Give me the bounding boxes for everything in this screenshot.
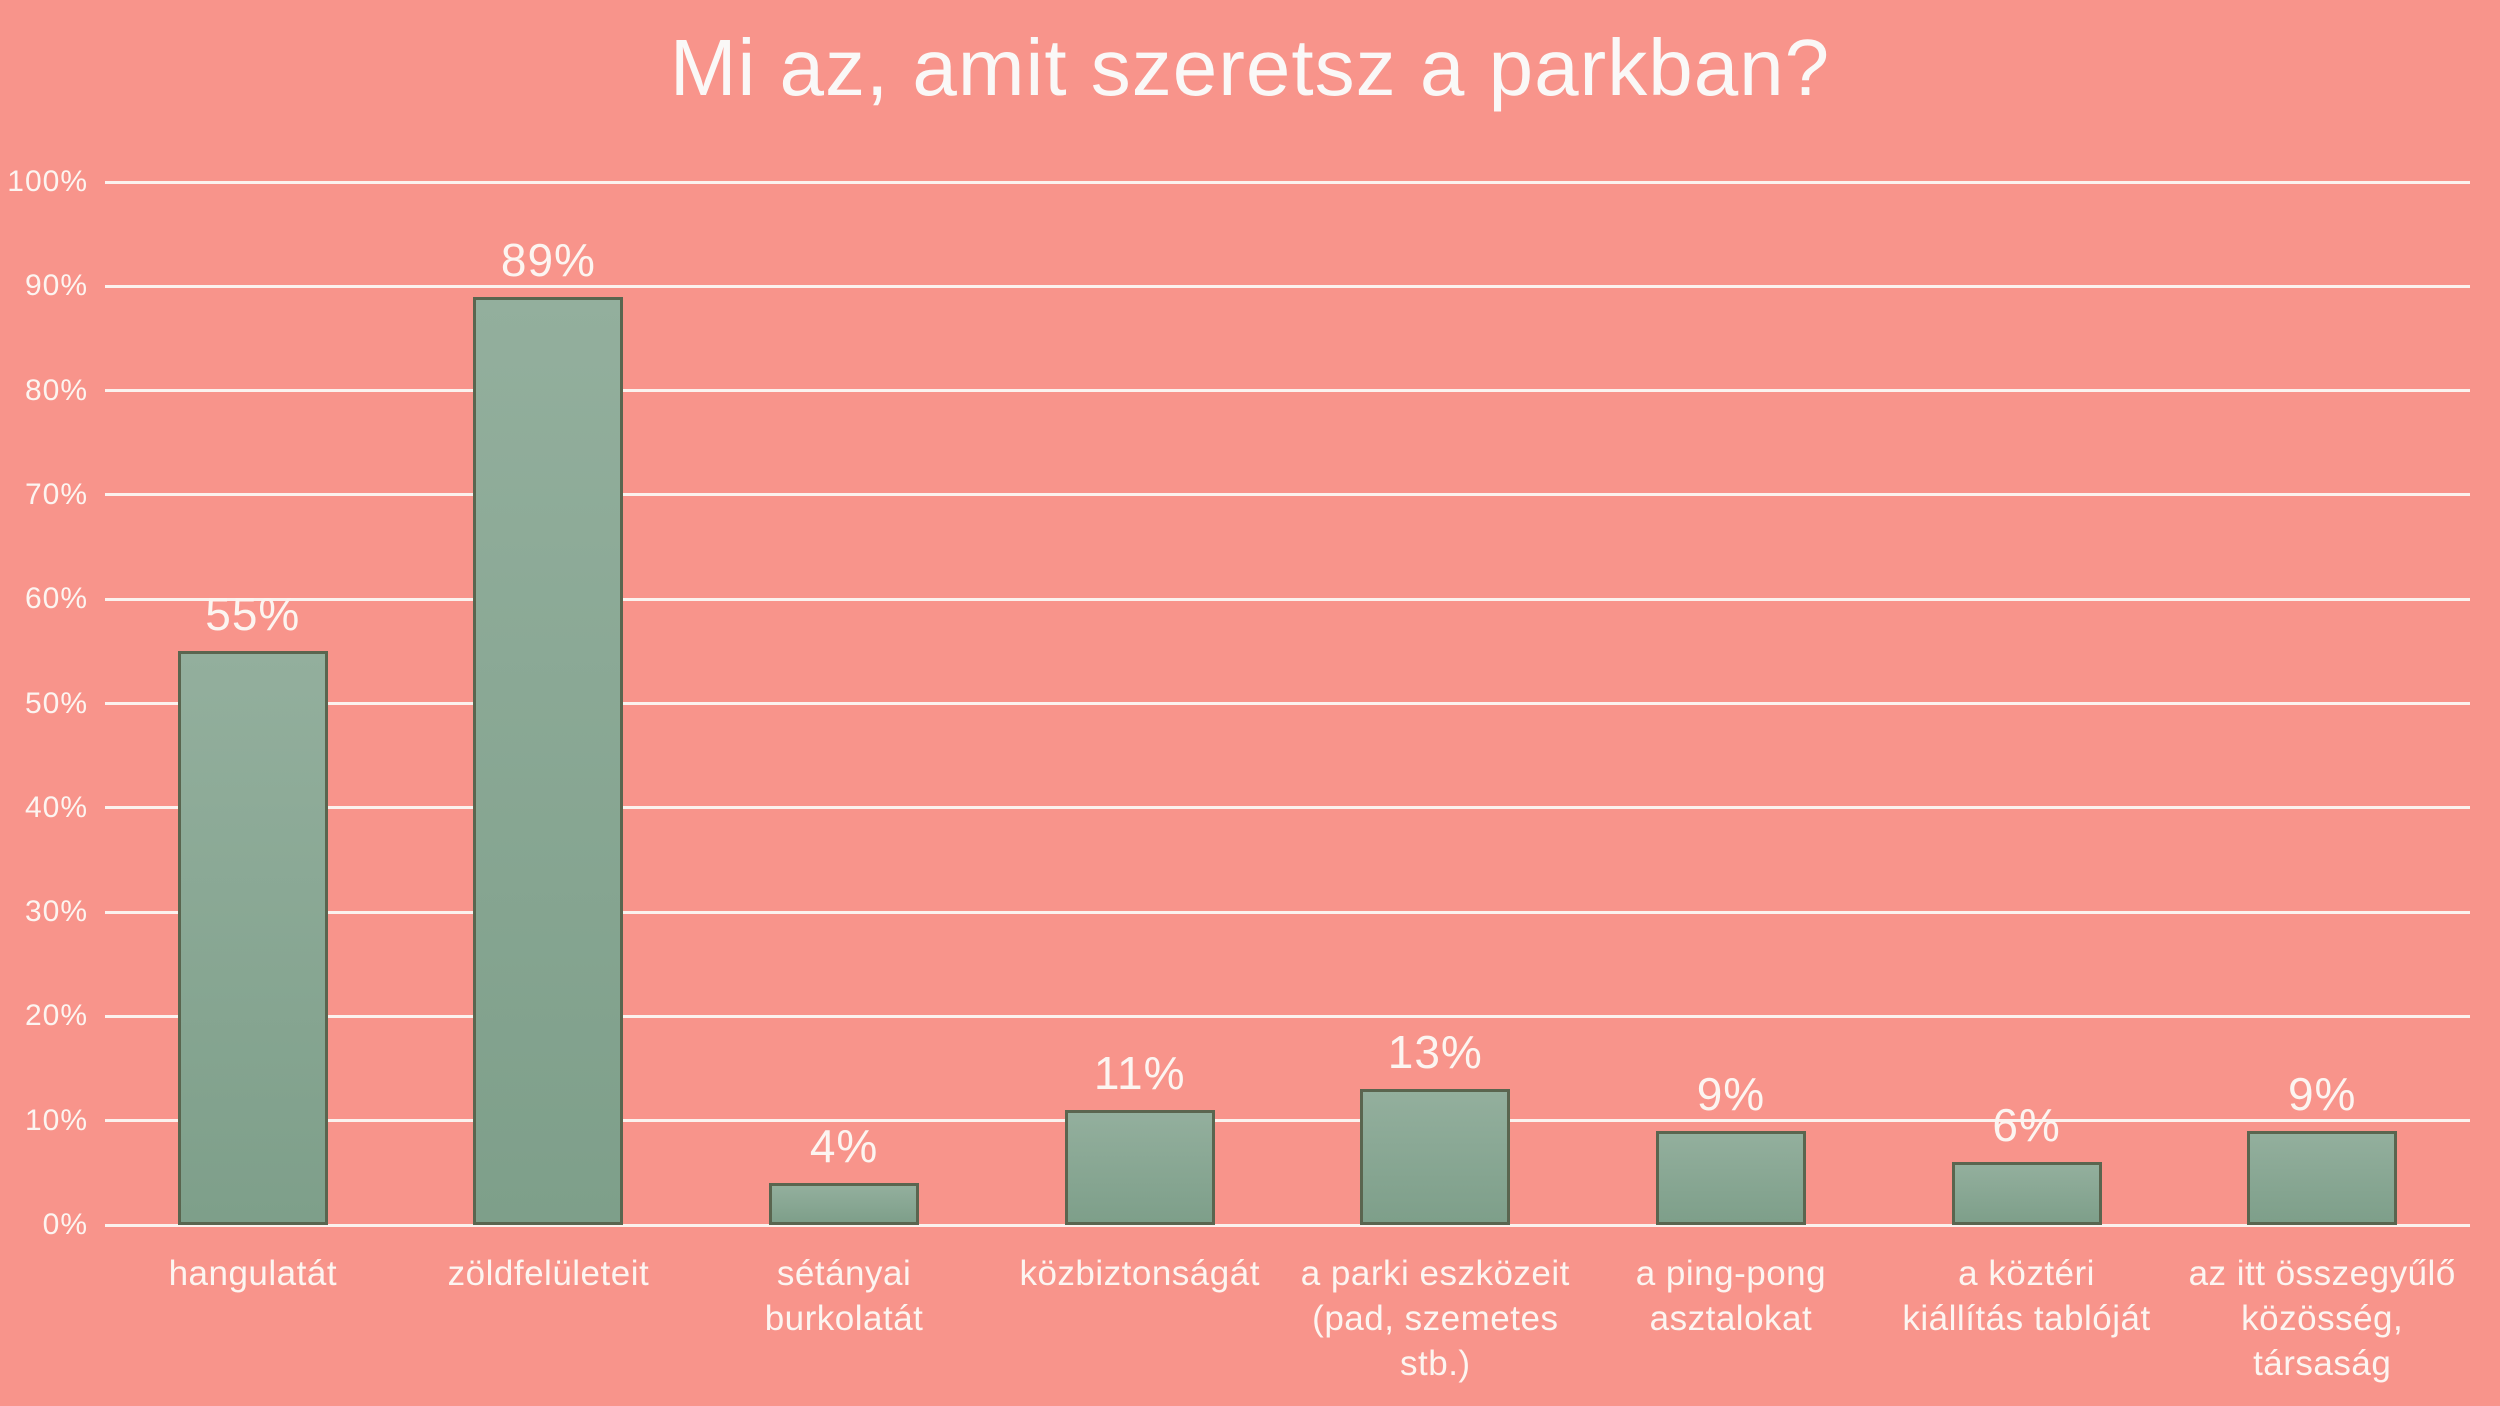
x-axis-label-3: sétányai burkolatát xyxy=(764,1254,924,1338)
gridline-50 xyxy=(105,702,2470,705)
x-axis-label-8: az itt összegyűlő közösség, társaság xyxy=(2188,1254,2456,1383)
bar-value-label-3: 4% xyxy=(809,1120,879,1173)
bar-value-label-7: 6% xyxy=(1992,1099,2061,1152)
bar-value-label-5: 13% xyxy=(1387,1026,1483,1079)
y-axis-tick-90: 90% xyxy=(24,269,88,303)
y-axis-tick-70: 70% xyxy=(24,477,88,511)
bar-8 xyxy=(2247,1131,2398,1225)
y-axis-tick-60: 60% xyxy=(24,582,88,616)
x-axis-label-1: hangulatát xyxy=(168,1254,338,1293)
bar-4 xyxy=(1064,1110,1215,1225)
bar-value-label-6: 9% xyxy=(1696,1068,1766,1121)
gridline-10 xyxy=(105,1119,2470,1123)
gridline-80 xyxy=(105,389,2470,393)
plot-area: 55% 89% 4% 11% 13% 9% 6% 9% xyxy=(105,180,2470,1227)
x-axis-label-2: zöldfelületeit xyxy=(447,1254,650,1293)
gridline-20 xyxy=(105,1014,2470,1018)
chart-title: Mi az, amit szeretsz a parkban? xyxy=(669,23,1831,112)
bar-value-label-1: 55% xyxy=(205,588,301,641)
gridline-40 xyxy=(105,806,2470,810)
bar-value-label-4: 11% xyxy=(1093,1047,1186,1100)
y-axis-tick-40: 40% xyxy=(24,790,88,824)
bar-6 xyxy=(1655,1131,1806,1225)
y-axis-tick-10: 10% xyxy=(24,1103,88,1137)
gridline-30 xyxy=(105,910,2470,914)
gridline-90 xyxy=(105,284,2470,288)
gridline-60 xyxy=(105,597,2470,601)
bar-7 xyxy=(1951,1162,2102,1225)
x-axis-label-6: a ping-pong asztalokat xyxy=(1635,1254,1827,1338)
bar-5 xyxy=(1360,1089,1511,1225)
bar-value-label-8: 9% xyxy=(2287,1068,2357,1121)
bar-value-label-2: 89% xyxy=(500,233,596,286)
bar-2 xyxy=(473,296,624,1225)
y-axis-tick-0: 0% xyxy=(42,1208,88,1241)
y-axis-tick-20: 20% xyxy=(24,999,88,1033)
bar-1 xyxy=(177,651,328,1225)
x-axis-label-7: a köztéri kiállítás tablóját xyxy=(1902,1254,2151,1338)
bar-3 xyxy=(769,1183,920,1225)
y-axis-tick-80: 80% xyxy=(24,373,88,407)
gridline-100 xyxy=(105,180,2470,184)
gridline-0 xyxy=(105,1223,2470,1227)
x-axis-label-5: a parki eszközeit (pad, szemetes stb.) xyxy=(1300,1254,1570,1383)
x-axis-label-4: közbiztonságát xyxy=(1019,1254,1260,1293)
y-axis-tick-100: 100% xyxy=(7,165,88,198)
y-axis-tick-50: 50% xyxy=(24,686,88,720)
gridline-70 xyxy=(105,493,2470,497)
y-axis-tick-30: 30% xyxy=(24,895,88,929)
